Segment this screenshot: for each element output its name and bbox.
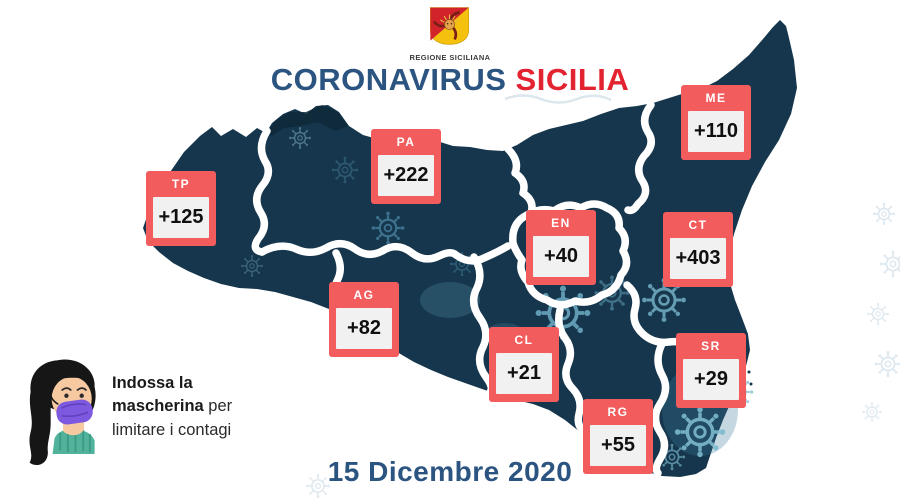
province-value: +55 (590, 425, 646, 466)
province-card-pa: PA +222 (371, 129, 441, 204)
mask-text-line2-rest: per (203, 397, 233, 416)
province-value: +40 (533, 236, 589, 277)
province-value: +222 (378, 155, 434, 196)
sicily-island-shape (143, 20, 797, 477)
mask-text-line2-bold: mascherina (112, 397, 204, 416)
province-code: CT (688, 218, 708, 232)
mask-reminder-text: Indossa la mascherina per limitare i con… (112, 372, 262, 442)
province-value: +110 (688, 111, 744, 152)
mask-text-line3: limitare i contagi (112, 420, 232, 439)
title-main: CORONAVIRUS (270, 62, 507, 97)
province-card-sr: SR +29 (676, 333, 746, 408)
province-card-me: ME +110 (681, 85, 751, 160)
province-value: +29 (683, 359, 739, 400)
province-card-ag: AG +82 (329, 282, 399, 357)
texture-blob (420, 282, 480, 318)
province-code: AG (353, 288, 375, 302)
province-value: +82 (336, 308, 392, 349)
masked-person-illustration (22, 356, 108, 473)
province-code: ME (705, 91, 727, 105)
province-value: +403 (670, 238, 726, 279)
province-code: TP (171, 177, 191, 191)
report-date: 15 Dicembre 2020 (327, 456, 573, 487)
province-value: +125 (153, 197, 209, 238)
regione-siciliana-logo: REGIONE SICILIANA (410, 5, 491, 62)
province-code: RG (607, 405, 629, 419)
trinacria-icon (430, 7, 470, 45)
province-code: CL (514, 333, 534, 347)
province-card-cl: CL +21 (489, 327, 559, 402)
province-code: EN (551, 216, 571, 230)
mask-text-line1: Indossa la (112, 374, 193, 392)
title-accent: SICILIA (515, 62, 630, 97)
province-card-tp: TP +125 (146, 171, 216, 246)
province-code: SR (701, 339, 721, 353)
virus-icon-faint-group (305, 94, 900, 499)
province-value: +21 (496, 353, 552, 394)
palermo-headland-shade (266, 105, 348, 136)
province-card-rg: RG +55 (583, 399, 653, 474)
province-card-en: EN +40 (526, 210, 596, 285)
logo-caption: REGIONE SICILIANA (409, 53, 491, 62)
province-code: PA (396, 135, 416, 149)
page-title: CORONAVIRUS SICILIA (0, 62, 900, 98)
masked-person-icon (29, 359, 96, 466)
province-card-ct: CT +403 (663, 212, 733, 287)
